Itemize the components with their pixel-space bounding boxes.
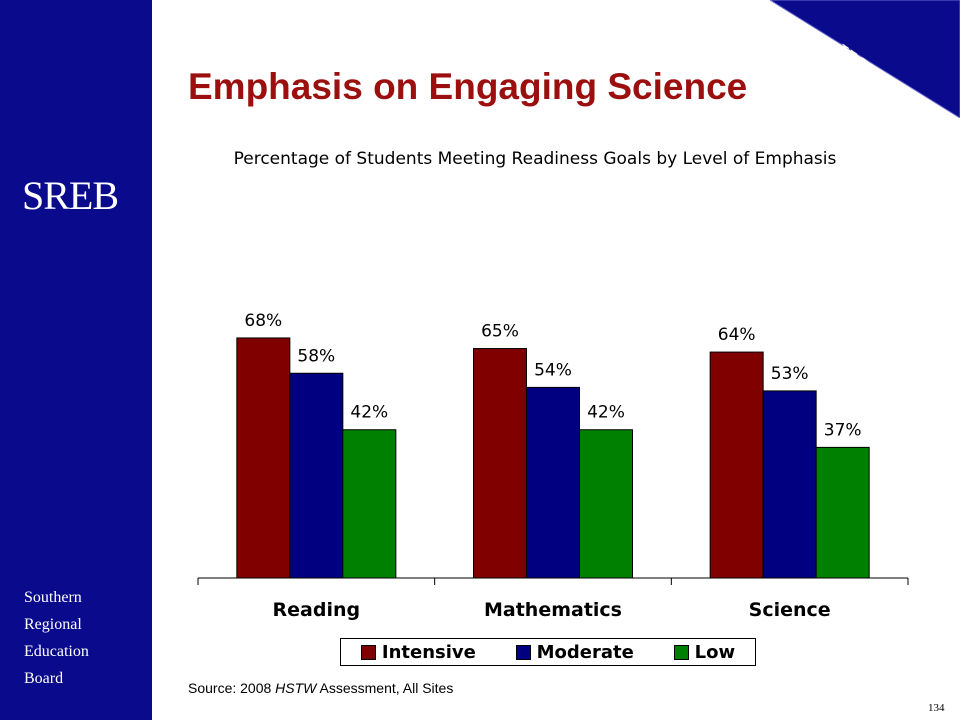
corner-banner bbox=[770, 0, 960, 118]
source-prefix: Source: 2008 bbox=[188, 680, 276, 696]
legend-swatch bbox=[515, 644, 531, 660]
source-note: Source: 2008 HSTW Assessment, All Sites bbox=[188, 680, 453, 696]
category-label-science: Science bbox=[749, 599, 831, 621]
bar-moderate-mathematics bbox=[526, 386, 580, 579]
legend-label: Moderate bbox=[536, 641, 634, 663]
corner-banner-shape bbox=[770, 0, 960, 118]
data-label: 54% bbox=[534, 360, 572, 380]
org-line: Regional bbox=[24, 616, 82, 633]
org-line: Southern bbox=[24, 589, 82, 606]
slide-number: 134 bbox=[928, 702, 945, 714]
bar-moderate-science bbox=[762, 390, 817, 579]
chart-title: Percentage of Students Meeting Readiness… bbox=[233, 149, 837, 169]
bar-intensive-science bbox=[709, 351, 764, 579]
bar-low-science bbox=[815, 446, 870, 579]
bar-intensive-reading bbox=[236, 337, 291, 579]
legend-swatch bbox=[360, 644, 376, 660]
bar-low-reading bbox=[342, 429, 397, 579]
data-label: 65% bbox=[481, 322, 519, 342]
data-label: 42% bbox=[587, 403, 625, 423]
bar-intensive-mathematics bbox=[473, 348, 527, 579]
legend-item-moderate: Moderate bbox=[515, 641, 634, 663]
legend-swatch bbox=[673, 644, 689, 660]
bar-moderate-reading bbox=[289, 372, 344, 579]
category-label-mathematics: Mathematics bbox=[484, 599, 622, 621]
org-line: Board bbox=[24, 670, 64, 687]
data-label: 68% bbox=[244, 311, 282, 331]
data-label: 37% bbox=[824, 420, 862, 440]
sreb-logo: SREB bbox=[22, 173, 119, 218]
chart-legend: Intensive Moderate Low bbox=[340, 638, 756, 666]
source-suffix: Assessment, All Sites bbox=[316, 680, 454, 696]
data-label: 64% bbox=[718, 325, 756, 345]
page-title: Emphasis on Engaging Science bbox=[188, 66, 748, 107]
organization-name: Southern Regional Education Board bbox=[24, 584, 89, 692]
legend-label: Low bbox=[694, 641, 736, 663]
legend-label: Intensive bbox=[381, 641, 476, 663]
bar-low-mathematics bbox=[579, 429, 633, 579]
sidebar: SREB Southern Regional Education Board bbox=[0, 0, 152, 720]
data-label: 58% bbox=[297, 346, 335, 366]
data-label: 53% bbox=[771, 364, 809, 384]
legend-item-intensive: Intensive bbox=[360, 641, 476, 663]
legend-item-low: Low bbox=[673, 641, 736, 663]
source-emphasis: HSTW bbox=[275, 680, 317, 696]
category-label-reading: Reading bbox=[273, 599, 361, 621]
data-label: 42% bbox=[350, 403, 388, 423]
org-line: Education bbox=[24, 643, 89, 660]
